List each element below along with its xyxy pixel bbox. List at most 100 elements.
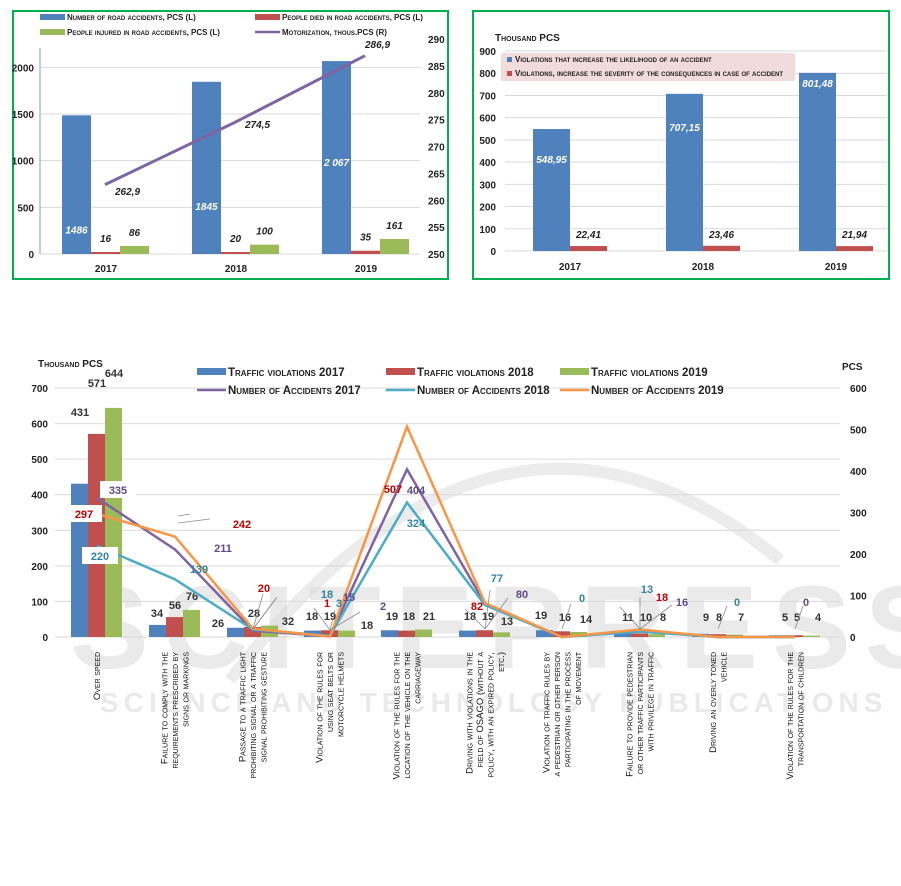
bar-accidents [62,115,91,254]
y-tick-label: 700 [479,91,496,102]
category-label: signal prohibiting gesture [259,652,270,763]
legend-label: Number of road accidents, PCS (L) [67,13,196,22]
bar-violations-2017 [71,483,88,637]
category-label: Violation of the rules for the [392,652,403,780]
data-label: 548,95 [536,155,567,166]
legend-swatch [507,71,512,76]
bar-data-label: 18 [361,620,373,632]
category-label: carriageway [413,652,424,704]
bar-violations-2019 [648,634,665,637]
bar-severity [703,245,740,251]
line-data-label: 0 [803,597,809,609]
y-tick-label: 200 [479,203,496,214]
category-label: Driving with violations in the [464,652,475,774]
legend-swatch [40,14,65,20]
y-tick-label: 100 [31,597,48,608]
line-data-label: 0 [579,593,585,605]
y2-tick-label: 500 [850,426,867,437]
legend-label: Motorization, thous.PCS (R) [282,28,387,37]
category-label: transportation of children [795,652,806,766]
chart-violations-severity: Thousand PCS 0 100 200 300 400 500 600 700 800 900… [479,33,887,273]
legend-label: Number of Accidents 2018 [417,385,550,397]
data-label: 801,48 [802,79,833,90]
y2-tick-label: 255 [428,223,445,234]
bar-data-label: 571 [88,378,106,390]
legend-label: Violations, increase the severity of the… [515,69,783,78]
bar-violations-2019 [105,407,122,637]
y2-tick-label: 260 [428,196,445,207]
legend-label: Traffic violations 2017 [228,367,345,379]
legend-label: People died in road accidents, PCS (L) [282,13,423,22]
bar-data-label: 9 [703,612,709,624]
legend-label: Violations that increase the likelihood … [515,55,712,64]
y2-tick-label: 265 [428,169,445,180]
bar-data-label: 18 [464,611,476,623]
line-data-label: 242 [233,519,251,531]
bar-injured [380,238,409,254]
category-label: with privilege in traffic [646,652,657,751]
y-tick-label: 600 [479,114,496,125]
data-label: 86 [129,228,141,239]
bar-data-label: 21 [423,611,435,623]
y-tick-label: 2000 [12,63,35,74]
line-label-box [82,547,118,564]
line-data-label: 18 [321,589,333,601]
data-label: 161 [386,221,403,232]
bar-violations-2017 [536,630,553,637]
category-label: of movement [573,651,584,705]
bar-data-label: 19 [482,611,494,623]
bar-violations-2019 [338,630,355,637]
category-label: vehicle [718,652,729,682]
y2-tick-label: 200 [850,550,867,561]
y-tick-label: 0 [490,247,496,258]
legend-label: Traffic violations 2019 [591,367,708,379]
bar-violations-2018 [709,634,726,637]
category-label: Passage to a traffic light [238,651,249,762]
legend-label: Traffic violations 2018 [417,367,534,379]
legend-label: Number of Accidents 2019 [591,385,724,397]
line-data-label: 1 [324,598,330,610]
bar-deaths [221,252,250,254]
bar-violations-2017 [459,630,476,637]
y2-tick-label: 285 [428,62,445,73]
line-data-label: 3 [336,598,342,610]
y2-tick-label: 270 [428,143,445,154]
line-data-label: 20 [258,583,270,595]
category-label: prohibiting signal or a traffic [248,652,259,778]
legend-swatch [507,57,512,62]
bar-violations-2018 [476,630,493,637]
bar-data-label: 18 [306,611,318,623]
line-data-label: 262,9 [114,187,140,198]
bar-data-label: 56 [169,600,181,612]
bar-deaths [351,250,380,254]
bar-violations-2017 [149,624,166,637]
bar-violations-2017 [227,627,244,637]
category-label: requirements prescribed by [170,652,181,769]
chart2-frame [472,10,890,280]
data-label: 20 [229,234,242,245]
line-data-label: 274,5 [244,120,270,131]
leader-line [252,596,278,630]
bar-data-label: 644 [105,368,124,380]
leader-line [619,606,641,630]
bar-violations-2017 [381,630,398,637]
data-label: 1486 [65,225,88,236]
x-tick-label: 2018 [692,262,715,273]
line-data-label: 507 [384,484,402,496]
leader-line [313,607,331,631]
y-axis-title: Thousand PCS [38,359,103,370]
category-label: motorcycle helmets [336,652,347,737]
leader-line [329,611,361,631]
category-label: Violation of the rules for the [785,652,796,780]
data-label: 35 [360,233,372,244]
category-label: a pedestrian or other person [552,652,563,777]
y-tick-label: 400 [479,158,496,169]
watermark: SCITEPRESS SCIENCE AND TECHNOLOGY PUBLIC… [70,462,901,718]
leader-line [561,603,572,630]
x-tick-label: 2019 [825,262,848,273]
bar-data-label: 4 [815,612,822,624]
bar-violations-2018 [244,627,261,637]
data-label: 22,41 [575,230,601,241]
line-data-label: 13 [641,584,653,596]
line-data-label: 2 [380,601,386,613]
